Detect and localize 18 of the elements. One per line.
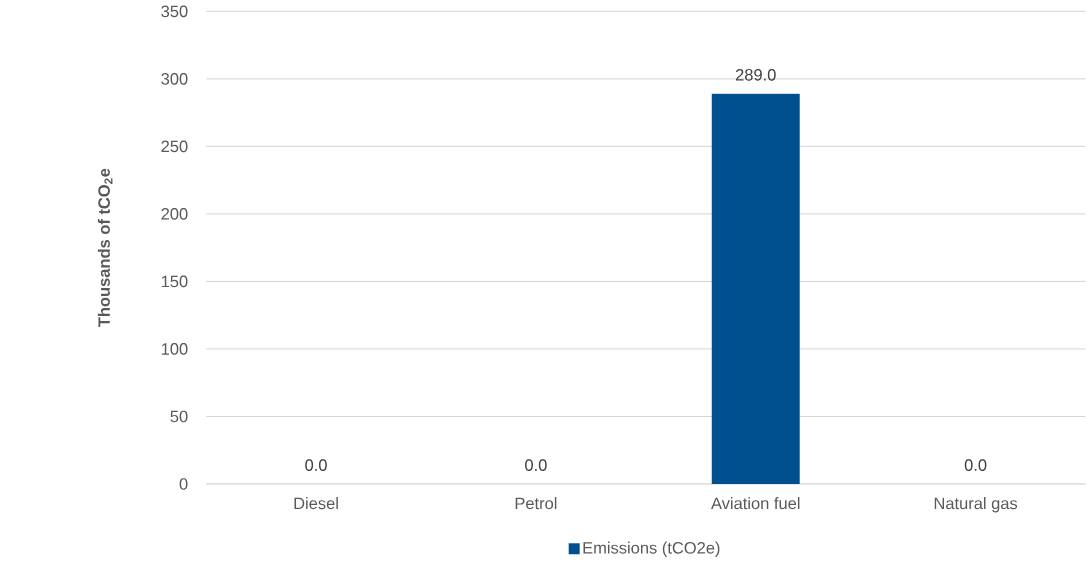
data-label: 0.0 (305, 459, 327, 471)
data-label: 289.0 (735, 68, 776, 81)
y-tick-label: 350 (161, 5, 188, 18)
x-tick-label: Natural gas (934, 496, 1018, 513)
y-tick-label: 250 (161, 140, 188, 153)
x-tick-label: Petrol (515, 496, 557, 510)
data-label: 0.0 (525, 459, 547, 471)
y-tick-label: 100 (161, 343, 188, 355)
x-tick-label: Aviation fuel (711, 496, 800, 510)
data-label: 0.0 (964, 459, 987, 471)
y-tick-label: 300 (161, 72, 188, 85)
x-tick-label: Diesel (294, 496, 338, 510)
y-axis-title: Thousands of tCO$_{2}$e (97, 168, 113, 327)
y-tick-label: 50 (170, 410, 188, 423)
y-tick-label: 150 (161, 275, 188, 288)
y-tick-label: 200 (161, 207, 188, 220)
legend-label: Emissions (tCO2e) (583, 541, 720, 557)
y-tick-label: 0 (179, 478, 188, 490)
